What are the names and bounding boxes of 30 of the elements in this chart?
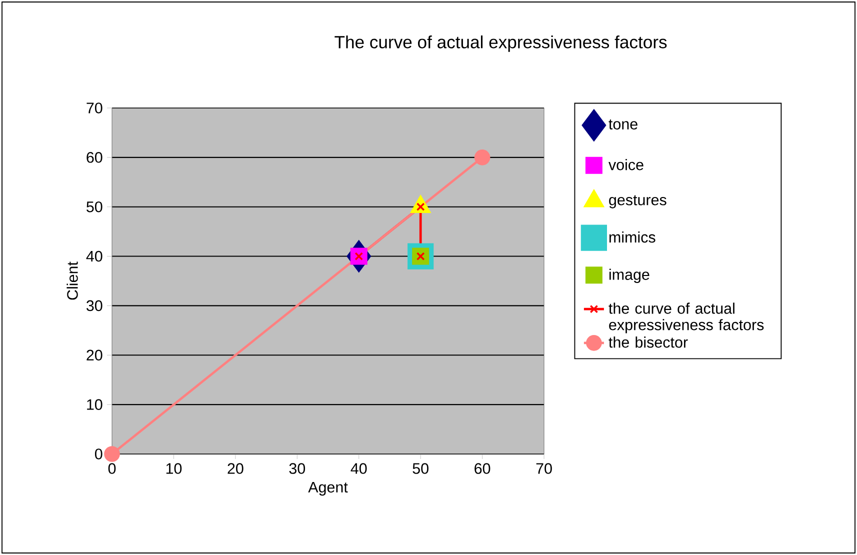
x-axis-title: Agent — [308, 482, 348, 496]
legend-label: tone — [608, 119, 638, 130]
y-tick-label: 40 — [86, 250, 102, 262]
legend-label: image — [609, 268, 650, 283]
x-tick-label: 40 — [350, 463, 367, 474]
y-tick-label: 50 — [86, 201, 102, 212]
x-tick-label: 30 — [289, 463, 306, 474]
legend-label: the bisector — [608, 336, 688, 348]
legend-label: mimics — [609, 231, 656, 243]
y-tick-label: 30 — [86, 300, 102, 312]
x-tick-label: 10 — [166, 463, 182, 474]
y-tick-label: 10 — [87, 399, 102, 410]
x-tick-label: 50 — [412, 463, 428, 474]
point — [416, 252, 425, 260]
point — [104, 446, 120, 462]
y-tick-label: 20 — [86, 350, 102, 361]
point — [474, 150, 490, 166]
x-tick-label: 60 — [474, 463, 490, 474]
chart-title: The curve of actual expressiveness factors — [334, 35, 667, 52]
legend-label: voice — [608, 159, 644, 170]
legend-label: gestures — [609, 195, 666, 208]
x-tick-label: 20 — [228, 463, 244, 474]
point — [354, 252, 364, 260]
x-tick-label: 70 — [536, 463, 552, 474]
y-tick-label: 70 — [86, 102, 102, 114]
x-tick-label: 0 — [108, 463, 116, 474]
point — [416, 202, 425, 212]
y-tick-label: 60 — [86, 152, 102, 163]
y-axis-title: Client — [66, 262, 78, 300]
y-tick-label: 0 — [94, 448, 102, 460]
